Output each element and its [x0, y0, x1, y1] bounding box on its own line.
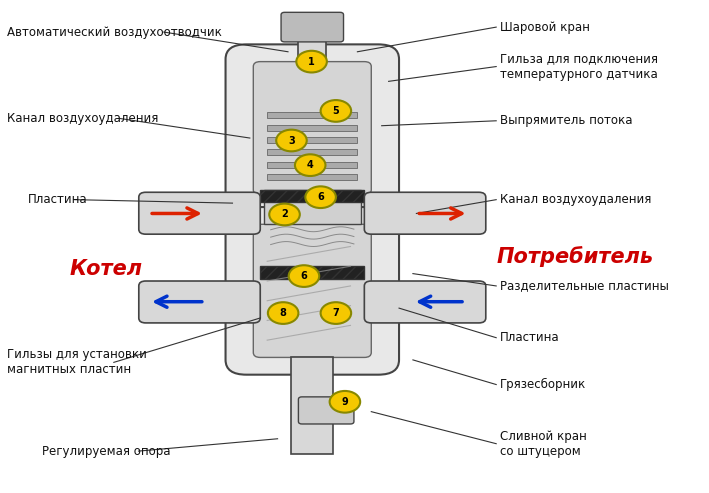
Text: 1: 1	[308, 57, 315, 67]
Bar	[267, 112, 357, 118]
Text: Грязесборник: Грязесборник	[500, 378, 586, 391]
Circle shape	[295, 154, 325, 176]
Bar	[260, 190, 364, 202]
Bar	[260, 266, 364, 279]
Circle shape	[296, 51, 327, 72]
Circle shape	[320, 302, 351, 324]
FancyBboxPatch shape	[253, 224, 372, 357]
FancyBboxPatch shape	[364, 192, 486, 234]
Bar	[267, 137, 357, 143]
Text: Котел: Котел	[69, 259, 143, 279]
Circle shape	[268, 302, 298, 324]
Circle shape	[277, 130, 307, 151]
Text: Автоматический воздухоотводчик: Автоматический воздухоотводчик	[7, 26, 222, 38]
Text: 4: 4	[307, 160, 313, 170]
Bar	[267, 174, 357, 180]
Circle shape	[330, 391, 360, 413]
Text: Канал воздухоудаления: Канал воздухоудаления	[7, 112, 158, 125]
Text: Канал воздухоудаления: Канал воздухоудаления	[500, 193, 651, 206]
FancyBboxPatch shape	[364, 281, 486, 323]
Text: Выпрямитель потока: Выпрямитель потока	[500, 114, 632, 127]
Text: Шаровой кран: Шаровой кран	[500, 21, 590, 34]
Circle shape	[306, 186, 336, 208]
FancyBboxPatch shape	[281, 12, 344, 42]
Bar	[298, 30, 326, 59]
FancyBboxPatch shape	[225, 44, 399, 212]
Text: 5: 5	[333, 106, 340, 116]
FancyBboxPatch shape	[253, 62, 372, 195]
Text: 2: 2	[281, 210, 288, 219]
FancyBboxPatch shape	[139, 192, 260, 234]
Circle shape	[269, 204, 300, 225]
Text: Пластина: Пластина	[28, 193, 87, 206]
Text: Гильзы для установки
магнитных пластин: Гильзы для установки магнитных пластин	[7, 349, 147, 376]
Text: Разделительные пластины: Разделительные пластины	[500, 280, 669, 292]
Text: Гильза для подключения
температурного датчика: Гильза для подключения температурного да…	[500, 53, 658, 80]
Circle shape	[320, 100, 351, 122]
Bar	[267, 149, 357, 155]
Text: 3: 3	[288, 136, 295, 145]
FancyBboxPatch shape	[225, 207, 399, 375]
Text: 8: 8	[280, 308, 286, 318]
Bar	[264, 190, 361, 224]
Circle shape	[289, 265, 319, 287]
Text: 6: 6	[301, 271, 307, 281]
Text: 7: 7	[333, 308, 340, 318]
Text: Потребитель: Потребитель	[496, 246, 653, 267]
Text: 9: 9	[342, 397, 348, 407]
FancyBboxPatch shape	[298, 397, 354, 424]
Bar	[267, 162, 357, 168]
Bar	[291, 357, 333, 454]
Text: Регулируемая опора: Регулируемая опора	[42, 445, 170, 458]
Text: Сливной кран
со штуцером: Сливной кран со штуцером	[500, 430, 586, 458]
Text: 6: 6	[317, 192, 324, 202]
Bar	[267, 125, 357, 131]
Text: Пластина: Пластина	[500, 331, 559, 344]
FancyBboxPatch shape	[139, 281, 260, 323]
